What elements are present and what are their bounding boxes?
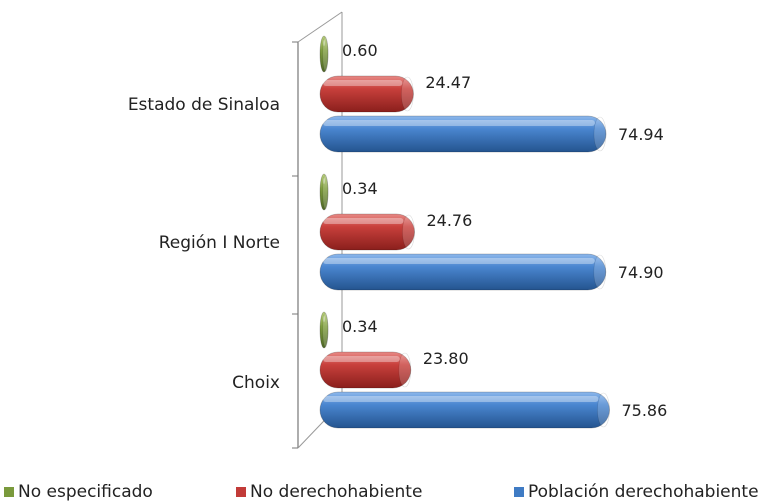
bar-body — [319, 35, 329, 73]
bar-highlight — [323, 258, 595, 264]
data-label: 74.90 — [618, 263, 664, 282]
axis-top-edge — [297, 11, 343, 43]
data-label: 0.34 — [342, 317, 378, 336]
bar-highlight — [323, 356, 400, 362]
data-label: 0.60 — [342, 41, 378, 60]
bar-body — [319, 213, 415, 251]
data-label: 24.76 — [426, 211, 472, 230]
bar-cap — [593, 254, 607, 290]
data-label: 74.94 — [618, 125, 664, 144]
data-label: 75.86 — [621, 401, 667, 420]
legend-label: No especificado — [18, 482, 153, 502]
bar-cap — [593, 116, 607, 152]
bar-cap — [322, 36, 329, 72]
bar-highlight — [323, 40, 325, 46]
data-label: 23.80 — [423, 349, 469, 368]
category-label: Región I Norte — [159, 233, 280, 253]
bar-cap — [322, 312, 329, 348]
bar-highlight — [323, 396, 599, 402]
bar-body — [319, 253, 607, 291]
bar-body — [319, 173, 329, 211]
legend-swatch — [4, 487, 14, 497]
bar — [319, 35, 329, 73]
legend-swatch — [236, 487, 246, 497]
legend-item: No derechohabiente — [236, 482, 422, 502]
bar-cap — [401, 76, 414, 112]
legend-label: Población derechohabiente — [528, 482, 759, 502]
bar-highlight — [323, 178, 325, 184]
legend: No especificado No derechohabiente Poblaci… — [0, 482, 782, 504]
bar-body — [319, 311, 329, 349]
bar — [319, 75, 414, 113]
bar — [319, 253, 607, 291]
bar — [319, 213, 415, 251]
bar-body — [319, 75, 414, 113]
bar-cap — [398, 352, 412, 388]
bar-cap — [402, 214, 415, 250]
bar-cap — [322, 174, 329, 210]
bar — [319, 115, 607, 153]
category-label: Estado de Sinaloa — [128, 95, 280, 115]
legend-item: No especificado — [4, 482, 153, 502]
legend-label: No derechohabiente — [250, 482, 423, 502]
bar-highlight — [323, 218, 404, 224]
bar-body — [319, 351, 412, 389]
data-label: 0.34 — [342, 179, 378, 198]
bar — [319, 391, 610, 429]
bar — [319, 173, 329, 211]
category-label: Choix — [232, 373, 280, 393]
bar — [319, 311, 329, 349]
bar-highlight — [323, 120, 595, 126]
bar — [319, 351, 412, 389]
bar-body — [319, 391, 610, 429]
bar-body — [319, 115, 607, 153]
data-label: 24.47 — [425, 73, 471, 92]
legend-item: Población derechohabiente — [514, 482, 759, 502]
bar-cap — [597, 392, 610, 428]
bar-highlight — [323, 80, 403, 86]
bar-highlight — [323, 316, 325, 322]
legend-swatch — [514, 487, 524, 497]
